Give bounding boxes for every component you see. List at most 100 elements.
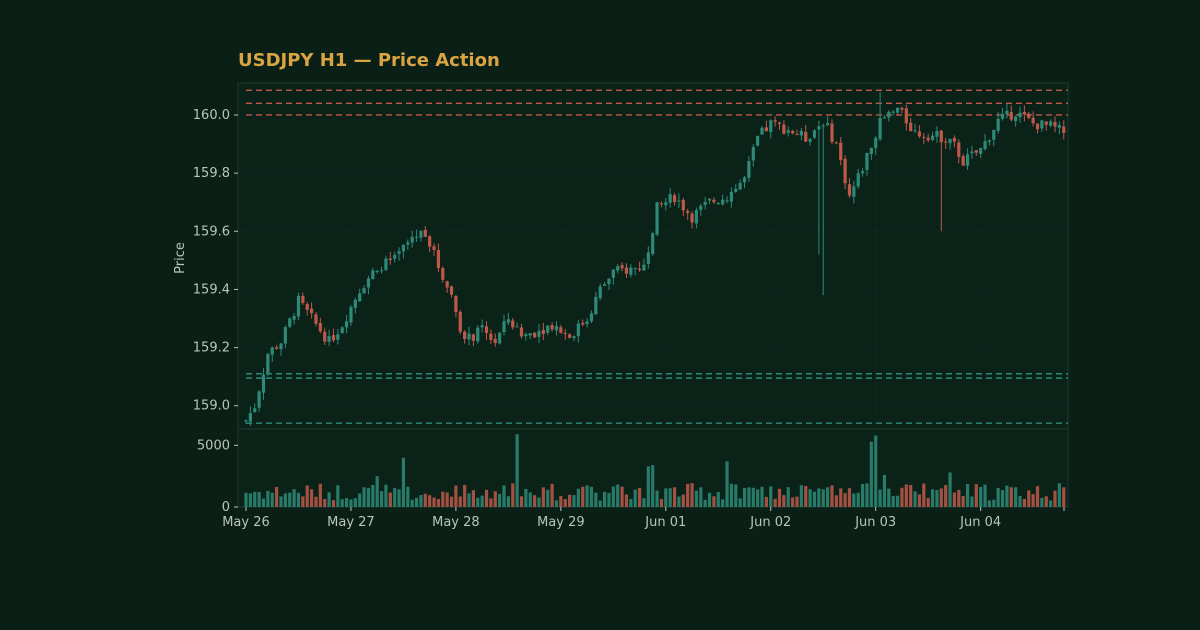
candle-body — [401, 244, 406, 252]
candle-body — [511, 320, 515, 328]
volume-bar — [419, 495, 423, 507]
volume-bar — [952, 492, 957, 507]
candle-body — [799, 130, 803, 136]
candle-body — [471, 334, 475, 341]
volume-bar — [830, 485, 834, 507]
volume-bar — [712, 496, 716, 507]
volume-bar — [546, 489, 550, 507]
volume-bar — [909, 484, 913, 507]
candle-body — [843, 158, 847, 184]
volume-bar — [296, 492, 301, 507]
candle-body — [397, 251, 401, 254]
candle-body — [808, 138, 812, 142]
volume-bar — [572, 495, 576, 507]
candle-body — [519, 327, 524, 337]
volume-bar — [288, 492, 292, 507]
candle-body — [476, 327, 480, 342]
volume-bar — [878, 489, 882, 507]
volume-bar — [747, 487, 751, 507]
volume-bar — [279, 496, 283, 507]
candle-body — [952, 138, 957, 142]
volume-bar — [506, 496, 510, 507]
candle-body — [664, 202, 668, 206]
candle-body — [913, 130, 917, 132]
y-tick-label: 160.0 — [193, 108, 230, 123]
candle-body — [1040, 120, 1044, 129]
candle-body — [773, 120, 777, 122]
candle-body — [887, 111, 891, 118]
volume-bar — [401, 457, 406, 507]
candle-body — [371, 270, 375, 280]
candle-body — [441, 268, 445, 280]
volume-bar — [699, 487, 703, 507]
candle-body — [253, 408, 257, 413]
x-tick-label: May 26 — [222, 515, 270, 530]
volume-bar — [270, 492, 274, 507]
candle-body — [992, 129, 996, 140]
candle-body — [795, 134, 799, 136]
candle-body — [576, 323, 580, 337]
volume-bar — [576, 488, 580, 507]
candle-body — [515, 326, 519, 328]
volume-bar — [834, 495, 838, 507]
volume-bar — [397, 489, 401, 507]
candle-body — [1014, 116, 1018, 122]
candle-body — [589, 313, 594, 322]
volume-bar — [524, 488, 528, 507]
candle-body — [1005, 110, 1009, 115]
volume-bar — [314, 496, 318, 507]
volume-bar — [471, 490, 475, 507]
candle-body — [375, 271, 379, 273]
candle-body — [826, 123, 830, 125]
volume-tick-label: 0 — [222, 500, 230, 515]
candle-body — [839, 142, 843, 160]
y-tick-label: 159.0 — [193, 399, 230, 414]
candle-body — [878, 117, 882, 140]
candle-body — [930, 135, 935, 140]
volume-bar — [804, 486, 808, 507]
candle-body — [751, 147, 755, 161]
candle-body — [288, 318, 292, 327]
volume-bar — [620, 486, 624, 507]
candle-body — [974, 150, 978, 153]
candle-body — [690, 213, 694, 223]
volume-bar — [1018, 495, 1022, 507]
volume-bar — [253, 491, 257, 507]
volume-bars — [244, 434, 1066, 507]
candle-body — [279, 343, 283, 350]
volume-bar — [366, 487, 371, 507]
x-tick-label: Jun 03 — [854, 515, 896, 530]
volume-bar — [786, 487, 790, 507]
volume-bar — [292, 489, 296, 507]
candle-body — [817, 126, 821, 130]
candle-body — [948, 139, 952, 144]
volume-bar — [935, 489, 939, 507]
candle-body — [275, 347, 279, 349]
candle-body — [353, 299, 357, 308]
candle-body — [423, 229, 427, 237]
candle-body — [703, 201, 707, 206]
candle-body — [1027, 113, 1031, 118]
candle-body — [935, 130, 939, 137]
volume-bar — [349, 499, 353, 507]
candle-body — [445, 281, 449, 288]
volume-bar — [681, 494, 685, 507]
candle-body — [764, 127, 768, 132]
volume-bar — [266, 490, 270, 507]
y-tick-label: 159.2 — [193, 341, 230, 356]
candle-body — [760, 127, 764, 135]
volume-bar — [344, 498, 349, 507]
candle-body — [865, 152, 869, 170]
volume-bar — [865, 483, 869, 507]
x-tick-label: May 28 — [432, 515, 480, 530]
volume-bar — [839, 488, 843, 507]
candle-body — [983, 141, 987, 149]
volume-bar — [795, 496, 799, 507]
volume-bar — [458, 496, 462, 507]
candle-body — [874, 137, 878, 148]
candle-body — [1062, 126, 1066, 133]
candle-body — [550, 325, 554, 330]
candle-body — [568, 334, 572, 338]
volume-bar — [511, 483, 515, 507]
